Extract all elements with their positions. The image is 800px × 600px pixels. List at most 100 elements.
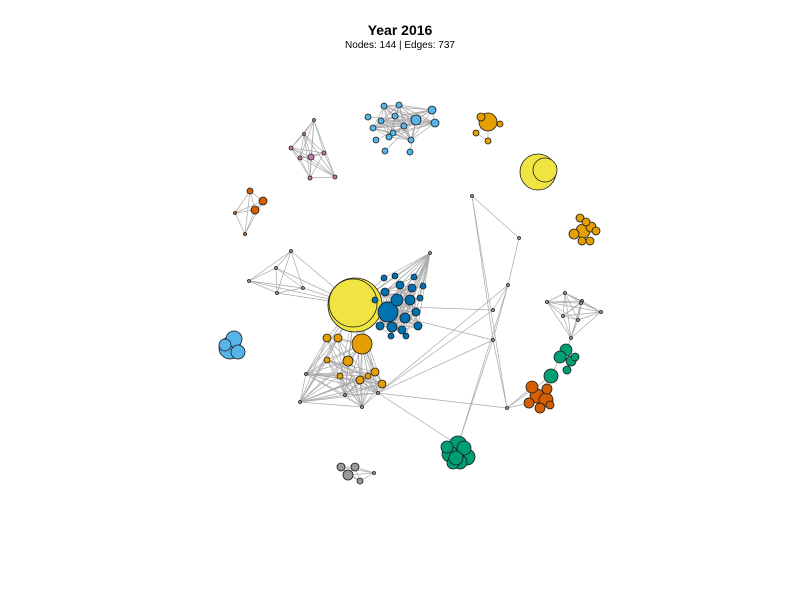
network-edge: [344, 360, 349, 396]
network-edge: [564, 292, 579, 321]
orange-network-node: [342, 355, 354, 367]
vermillion-network-node: [541, 383, 553, 395]
network-edge: [546, 301, 572, 339]
blue-network-node: [410, 273, 418, 281]
sky-network-node: [406, 148, 414, 156]
network-edge: [309, 156, 312, 179]
network-edge: [305, 373, 363, 408]
network-edge: [299, 360, 349, 403]
grey-network-node: [247, 279, 251, 283]
grey-network-node: [563, 291, 567, 295]
network-edge: [248, 267, 277, 282]
network-edge: [380, 119, 417, 122]
sky-network-node: [410, 114, 422, 126]
network-edge: [384, 119, 417, 152]
vermillion-network-node: [258, 196, 268, 206]
orange-network-node: [370, 367, 380, 377]
network-edge: [405, 252, 431, 337]
figure-subtitle: Nodes: 144 | Edges: 737: [345, 40, 455, 51]
sky-network-node: [430, 118, 440, 128]
blue-network-node: [404, 294, 416, 306]
orange-network-node: [591, 226, 601, 236]
sky-network-node: [395, 101, 403, 109]
network-edge: [492, 284, 509, 311]
blue-network-node: [397, 325, 407, 335]
network-edge: [580, 302, 602, 313]
grey-network-node: [506, 283, 510, 287]
network-edge: [375, 119, 417, 141]
network-edge: [372, 125, 405, 129]
network-edge: [234, 212, 246, 235]
grey-network-node: [301, 286, 305, 290]
network-edge: [377, 392, 459, 446]
network-edge: [383, 105, 417, 121]
green-network-node: [543, 368, 559, 384]
network-edge: [305, 337, 339, 375]
network-edge: [326, 359, 383, 385]
vermillion-network-node: [246, 187, 254, 195]
orange-network-node: [496, 120, 504, 128]
sky-network-node: [400, 122, 408, 130]
network-edge: [546, 301, 579, 321]
green-network-node: [570, 352, 580, 362]
grey-network-node: [505, 406, 509, 410]
sky-network-node: [372, 136, 380, 144]
network-edge: [422, 252, 431, 287]
network-edge: [309, 152, 325, 179]
blue-network-node: [377, 301, 399, 323]
blue-network-node: [413, 321, 423, 331]
network-edge: [410, 122, 436, 141]
grey-network-node: [342, 469, 354, 481]
network-edge: [275, 267, 278, 294]
orange-network-node: [336, 372, 344, 380]
yellow-network-node: [532, 157, 558, 183]
purple-network-node: [307, 153, 315, 161]
network-edge: [380, 120, 405, 127]
network-edge: [337, 337, 346, 396]
orange-network-node: [323, 356, 331, 364]
network-edge: [383, 105, 433, 111]
network-edge: [248, 250, 292, 282]
network-edge: [344, 392, 379, 396]
purple-network-node: [312, 118, 316, 122]
network-edge: [562, 292, 566, 317]
orange-network-node: [577, 236, 587, 246]
grey-network-node: [545, 300, 549, 304]
green-network-node: [440, 440, 454, 454]
network-edge: [305, 337, 328, 375]
sky-network-node: [391, 112, 399, 120]
orange-network-node: [581, 217, 591, 227]
network-edge: [244, 200, 264, 235]
network-edge: [299, 373, 307, 403]
network-edge: [377, 309, 494, 394]
network-edge: [290, 147, 336, 178]
network-edge: [326, 337, 379, 394]
network-edge: [570, 302, 582, 339]
grey-network-node: [356, 477, 364, 485]
sky-network-node: [218, 338, 232, 352]
blue-network-node: [402, 332, 410, 340]
grey-network-node: [336, 462, 346, 472]
sky-network-node: [389, 129, 397, 137]
grey-network-node: [360, 405, 364, 409]
blue-network-node: [416, 294, 424, 302]
grey-network-node: [576, 318, 580, 322]
network-edge: [417, 252, 431, 327]
network-edge: [377, 339, 494, 394]
network-edge: [457, 284, 509, 446]
grey-network-node: [428, 251, 432, 255]
grey-network-node: [275, 291, 279, 295]
network-edge: [290, 147, 311, 179]
network-edge: [409, 119, 417, 153]
network-edge: [309, 176, 336, 179]
network-edge: [326, 359, 376, 373]
network-edge: [337, 337, 379, 394]
network-edge: [372, 119, 417, 129]
network-edge: [303, 133, 312, 158]
orange-network-node: [355, 375, 365, 385]
network-edge: [326, 337, 363, 408]
network-edge: [581, 300, 602, 313]
network-edge: [564, 292, 582, 304]
vermillion-network-node: [243, 232, 247, 236]
